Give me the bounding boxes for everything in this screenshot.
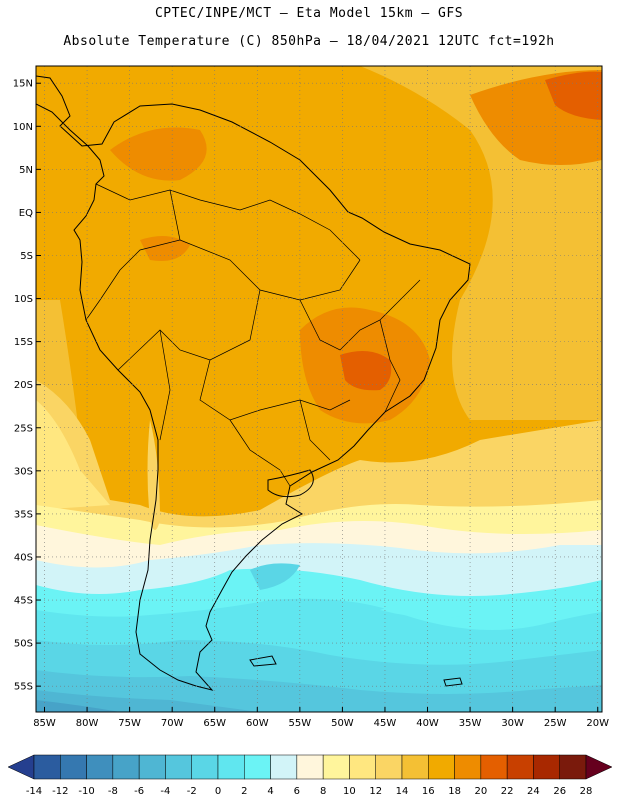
colorbar-label: 22 bbox=[501, 786, 514, 797]
lat-lon-grid bbox=[36, 66, 602, 712]
longitude-labels: 85W 80W 75W 70W 65W 60W 55W 50W 45W 40W 35W 30W 25W 2… bbox=[33, 718, 609, 729]
latitude-labels: 15N 10N 5N EQ 5S 10S 15S 20S 25S 30S 35S 40S 45S 50S 5… bbox=[13, 79, 33, 693]
colorbar-label: -4 bbox=[160, 786, 170, 797]
colorbar-swatch bbox=[217, 754, 245, 780]
colorbar-label: 24 bbox=[527, 786, 540, 797]
colorbar-label: -12 bbox=[52, 786, 68, 797]
lon-label: 80W bbox=[76, 718, 99, 729]
colorbar-swatch bbox=[138, 754, 166, 780]
lat-label: 30S bbox=[14, 466, 33, 477]
colorbar-label: 18 bbox=[448, 786, 461, 797]
map-frame bbox=[35, 65, 603, 713]
temperature-fill bbox=[36, 66, 602, 712]
lat-label: 40S bbox=[14, 552, 33, 563]
colorbar-label: -14 bbox=[26, 786, 42, 797]
colorbar-swatch bbox=[375, 754, 403, 780]
colorbar-swatch bbox=[60, 754, 87, 780]
colorbar-label: 26 bbox=[553, 786, 566, 797]
lat-label: 5S bbox=[20, 251, 33, 262]
lon-label: 85W bbox=[33, 718, 56, 729]
lat-label: 15S bbox=[14, 337, 33, 348]
colorbar-label: 2 bbox=[241, 786, 247, 797]
colorbar-swatch bbox=[112, 754, 140, 780]
lat-label: 15N bbox=[13, 79, 33, 90]
colorbar-swatch bbox=[559, 754, 587, 780]
colorbar-label: 14 bbox=[396, 786, 409, 797]
colorbar-label: 6 bbox=[294, 786, 300, 797]
lat-label: 20S bbox=[14, 380, 33, 391]
lon-label: 30W bbox=[501, 718, 524, 729]
colorbar-label: 16 bbox=[422, 786, 435, 797]
lat-label: EQ bbox=[19, 208, 33, 219]
lon-label: 50W bbox=[331, 718, 354, 729]
colorbar-swatch bbox=[244, 754, 271, 780]
colorbar-swatch bbox=[349, 754, 376, 780]
colorbar-swatch bbox=[506, 754, 534, 780]
colorbar-label: 0 bbox=[215, 786, 221, 797]
lon-label: 35W bbox=[459, 718, 482, 729]
colorbar-swatch bbox=[480, 754, 508, 780]
colorbar-label: 12 bbox=[369, 786, 382, 797]
colorbar-label: 4 bbox=[267, 786, 273, 797]
lon-label: 65W bbox=[203, 718, 226, 729]
lon-label: 55W bbox=[289, 718, 312, 729]
lat-label: 55S bbox=[14, 682, 33, 693]
country-borders bbox=[85, 183, 421, 487]
color-legend: -14 -12 -10 -8 -6 -4 -2 0 2 4 6 8 10 12 14 16 18 20 22 24 26… bbox=[7, 754, 613, 797]
colorbar-swatch bbox=[33, 754, 61, 780]
colorbar-label: -6 bbox=[134, 786, 144, 797]
colorbar-swatch bbox=[322, 754, 350, 780]
colorbar-swatch bbox=[533, 754, 560, 780]
colorbar-swatch bbox=[191, 754, 219, 780]
coastlines bbox=[36, 75, 471, 691]
colorbar-swatch bbox=[428, 754, 455, 780]
colorbar-swatch bbox=[296, 754, 324, 780]
colorbar-label: 20 bbox=[474, 786, 487, 797]
colorbar-swatch bbox=[165, 754, 192, 780]
colorbar-arrow-high bbox=[585, 754, 613, 780]
lat-label: 10S bbox=[14, 294, 33, 305]
lat-label: 35S bbox=[14, 509, 33, 520]
colorbar-swatch bbox=[454, 754, 482, 780]
colorbar-label: 8 bbox=[320, 786, 326, 797]
lon-label: 40W bbox=[416, 718, 439, 729]
lon-label: 25W bbox=[544, 718, 567, 729]
colorbar-swatch bbox=[401, 754, 429, 780]
lon-label: 60W bbox=[246, 718, 269, 729]
colorbar-label: -10 bbox=[78, 786, 94, 797]
colorbar-swatch bbox=[86, 754, 114, 780]
lat-label: 50S bbox=[14, 639, 33, 650]
lat-label: 10N bbox=[13, 122, 33, 133]
lat-label: 25S bbox=[14, 423, 33, 434]
lon-label: 20W bbox=[586, 718, 609, 729]
colorbar-label: -8 bbox=[108, 786, 118, 797]
lon-label: 75W bbox=[118, 718, 141, 729]
colorbar-label: 10 bbox=[343, 786, 356, 797]
map-title-line1: CPTEC/INPE/MCT – Eta Model 15km – GFS bbox=[154, 6, 464, 21]
lat-label: 45S bbox=[14, 596, 33, 607]
map-title-line2: Absolute Temperature (C) 850hPa – 18/04/… bbox=[63, 34, 555, 49]
lat-label: 5N bbox=[19, 165, 33, 176]
colorbar-arrow-low bbox=[7, 754, 35, 780]
colorbar-swatch bbox=[270, 754, 298, 780]
lon-label: 70W bbox=[161, 718, 184, 729]
lon-label: 45W bbox=[374, 718, 397, 729]
colorbar-label: -2 bbox=[187, 786, 197, 797]
colorbar-label: 28 bbox=[580, 786, 593, 797]
